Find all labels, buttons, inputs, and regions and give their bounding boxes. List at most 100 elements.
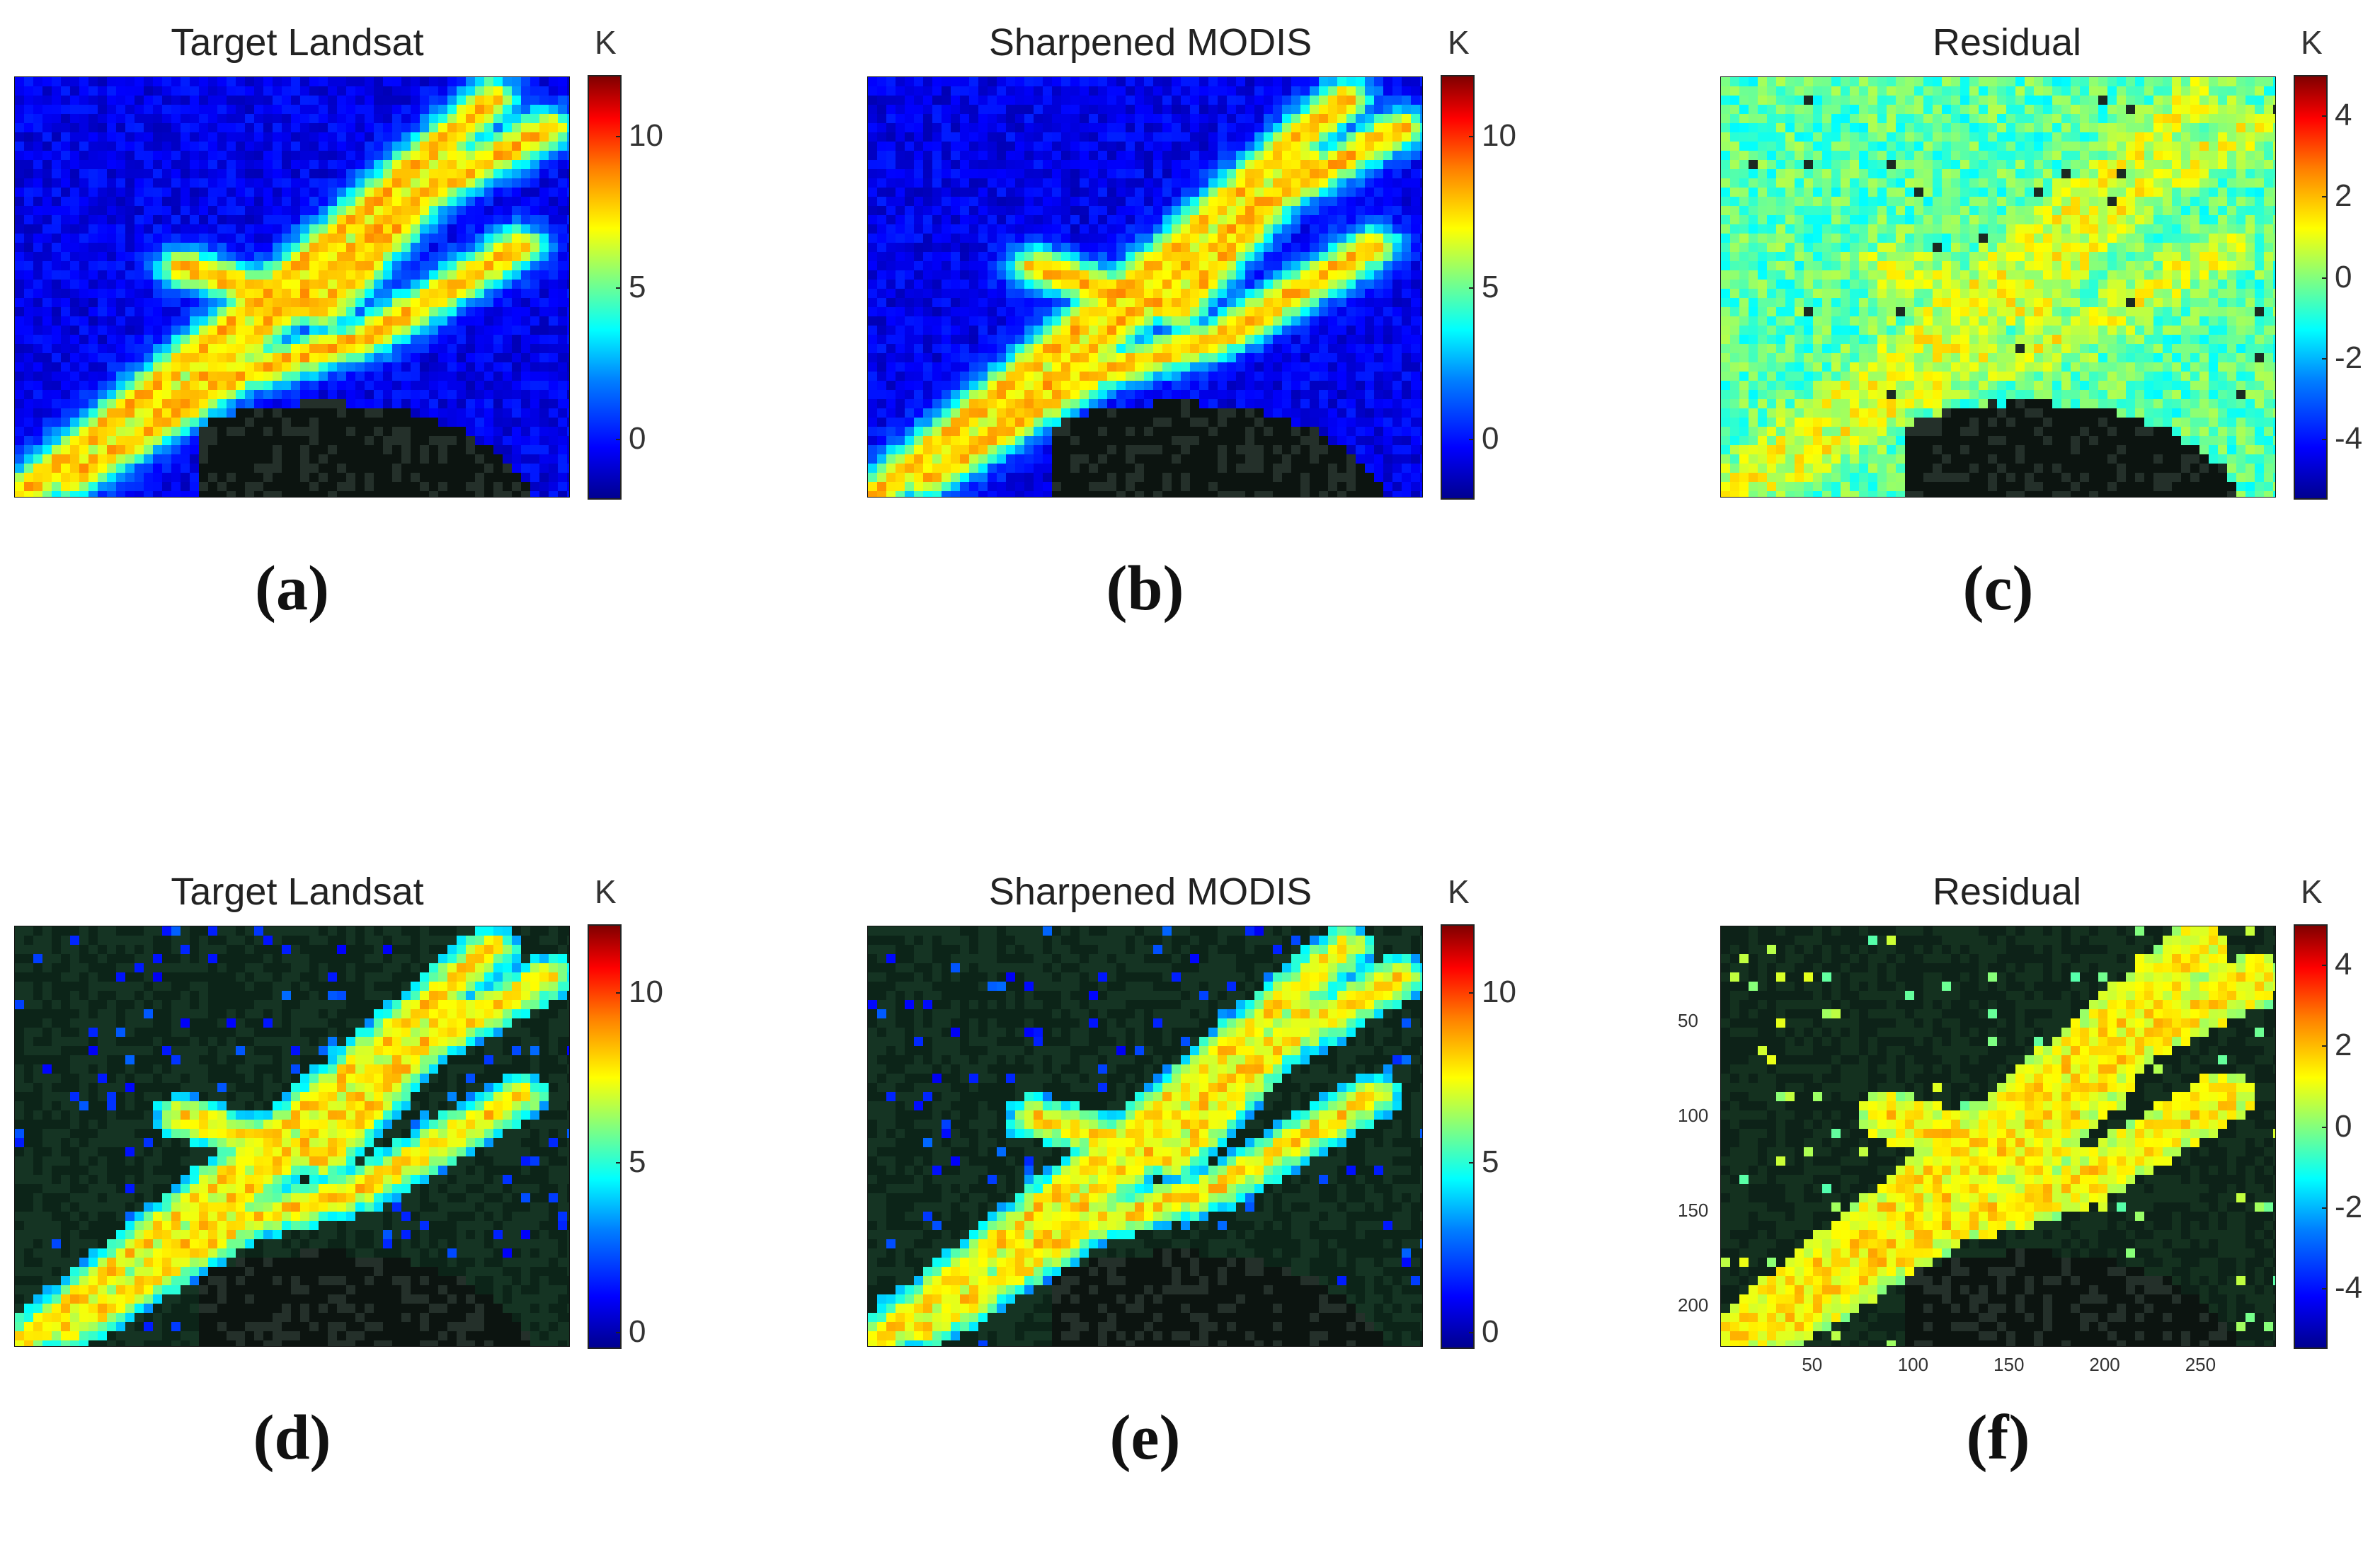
map-pixel	[52, 408, 62, 418]
map-pixel	[493, 390, 503, 400]
map-pixel	[1356, 224, 1366, 234]
map-pixel	[355, 234, 365, 243]
map-pixel	[1208, 390, 1218, 400]
map-pixel	[309, 289, 319, 299]
map-pixel	[1061, 151, 1071, 161]
map-pixel	[493, 427, 503, 437]
map-pixel	[346, 86, 356, 96]
map-pixel	[1273, 169, 1283, 179]
map-pixel	[401, 206, 411, 216]
map-pixel	[346, 197, 356, 207]
map-pixel	[914, 270, 924, 280]
map-pixel	[877, 224, 887, 234]
map-pixel	[951, 169, 961, 179]
map-pixel	[1080, 298, 1089, 308]
map-pixel	[135, 243, 144, 253]
map-pixel	[503, 298, 513, 308]
map-pixel	[997, 224, 1007, 234]
map-pixel	[493, 270, 503, 280]
map-pixel	[116, 436, 126, 446]
map-pixel	[309, 243, 319, 253]
map-pixel	[1282, 372, 1292, 381]
map-pixel	[1337, 289, 1347, 299]
map-pixel	[1365, 335, 1375, 345]
map-pixel	[1135, 123, 1145, 133]
map-pixel	[429, 270, 439, 280]
map-pixel	[988, 132, 997, 142]
map-pixel	[997, 344, 1007, 354]
map-pixel	[217, 344, 227, 354]
map-pixel	[153, 261, 163, 271]
map-pixel	[932, 114, 942, 124]
map-pixel	[978, 160, 988, 170]
map-pixel	[905, 289, 915, 299]
map-pixel	[1356, 105, 1366, 115]
map-pixel	[227, 123, 236, 133]
map-pixel	[1392, 132, 1402, 142]
map-pixel	[886, 252, 896, 262]
map-pixel	[181, 114, 190, 124]
map-pixel	[484, 335, 494, 345]
map-pixel	[1089, 151, 1099, 161]
map-pixel	[868, 316, 878, 326]
map-pixel	[116, 123, 126, 133]
map-pixel	[383, 418, 393, 427]
map-pixel	[153, 224, 163, 234]
map-pixel	[1273, 197, 1283, 207]
map-pixel	[1015, 270, 1025, 280]
map-pixel	[886, 132, 896, 142]
map-pixel	[951, 335, 961, 345]
map-pixel	[1254, 160, 1264, 170]
map-pixel	[1052, 280, 1062, 289]
map-pixel	[144, 197, 154, 207]
map-pixel	[1254, 298, 1264, 308]
map-pixel	[337, 482, 347, 492]
map-pixel	[493, 261, 503, 271]
map-pixel	[447, 270, 457, 280]
map-pixel	[1282, 362, 1292, 372]
map-pixel	[1052, 372, 1062, 381]
map-pixel	[1254, 335, 1264, 345]
map-pixel	[401, 215, 411, 225]
map-pixel	[1162, 169, 1172, 179]
map-pixel	[886, 114, 896, 124]
map-pixel	[245, 169, 255, 179]
map-pixel	[1374, 215, 1384, 225]
map-pixel	[135, 261, 144, 271]
map-pixel	[125, 491, 135, 497]
map-pixel	[365, 381, 374, 391]
map-pixel	[328, 96, 338, 105]
map-pixel	[1144, 316, 1154, 326]
map-pixel	[217, 96, 227, 105]
map-pixel	[1392, 298, 1402, 308]
map-pixel	[107, 178, 117, 188]
map-pixel	[236, 418, 246, 427]
map-pixel	[923, 206, 933, 216]
map-pixel	[245, 261, 255, 271]
map-pixel	[355, 408, 365, 418]
map-pixel	[457, 381, 467, 391]
map-pixel	[457, 96, 467, 105]
map-pixel	[1153, 197, 1163, 207]
map-pixel	[162, 215, 172, 225]
map-pixel	[549, 252, 559, 262]
map-pixel	[1061, 307, 1071, 317]
map-pixel	[466, 77, 476, 87]
map-pixel	[932, 261, 942, 271]
map-pixel	[79, 399, 89, 409]
map-pixel	[171, 197, 181, 207]
map-pixel	[960, 114, 970, 124]
map-pixel	[263, 353, 273, 363]
map-pixel	[1098, 160, 1108, 170]
map-pixel	[1319, 316, 1329, 326]
map-pixel	[162, 114, 172, 124]
map-pixel	[365, 344, 374, 354]
map-pixel	[1034, 215, 1043, 225]
map-pixel	[1346, 298, 1356, 308]
map-pixel	[466, 206, 476, 216]
map-pixel	[273, 151, 282, 161]
map-pixel	[199, 408, 209, 418]
map-pixel	[914, 362, 924, 372]
map-pixel	[319, 390, 328, 400]
map-pixel	[1126, 77, 1135, 87]
